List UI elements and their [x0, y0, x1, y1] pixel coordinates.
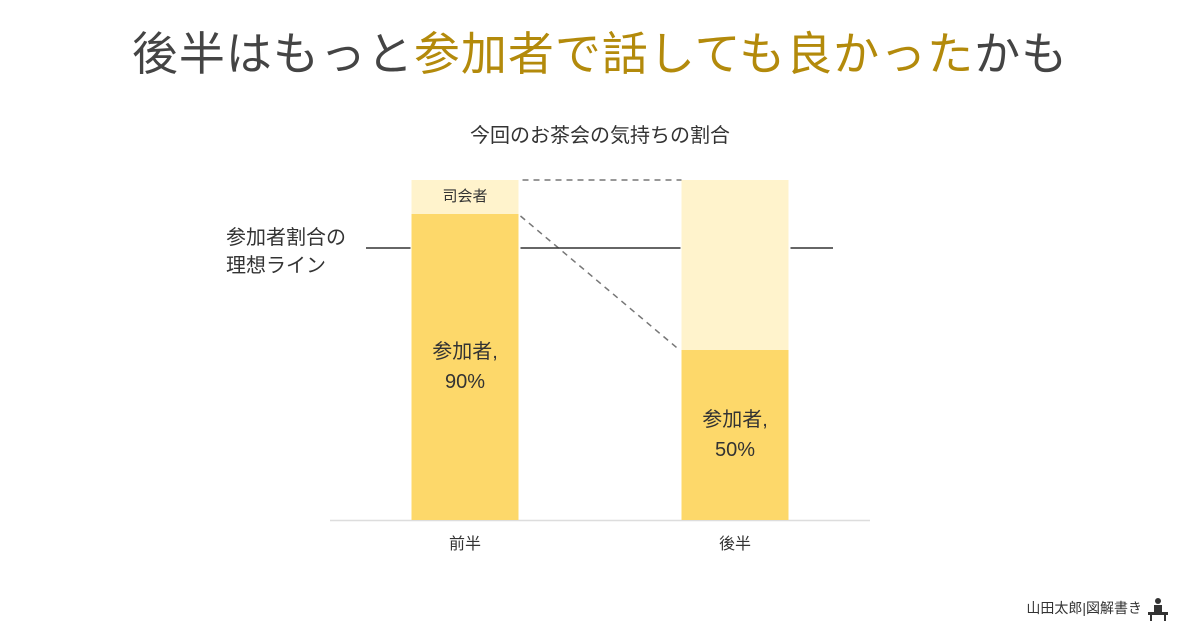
connector — [520, 215, 680, 351]
bar-segment — [411, 180, 519, 214]
value-label: 参加者, 90% — [432, 341, 498, 393]
bar-segment — [411, 214, 519, 520]
x-tick-label: 前半 — [448, 536, 482, 553]
reference-label: 参加者割合の 理想ライン — [226, 227, 346, 277]
title: 後半はもっと参加者で話しても良かったかも — [0, 18, 1200, 84]
x-tick-label: 後半 — [718, 536, 752, 553]
title-part: 後半はもっと — [131, 28, 414, 80]
bar-segment — [681, 350, 789, 520]
bar-segment — [681, 180, 789, 350]
credit-icon — [1148, 598, 1168, 621]
title-highlight: 参加者で話しても良かった — [413, 28, 975, 80]
credit: 山田太郎|図解書き — [1026, 600, 1142, 616]
title-part: かも — [974, 28, 1069, 80]
value-label: 参加者, 50% — [702, 409, 768, 461]
segment-label: 司会者 — [442, 188, 488, 205]
chart-subtitle: 今回のお茶会の気持ちの割合 — [470, 125, 730, 147]
